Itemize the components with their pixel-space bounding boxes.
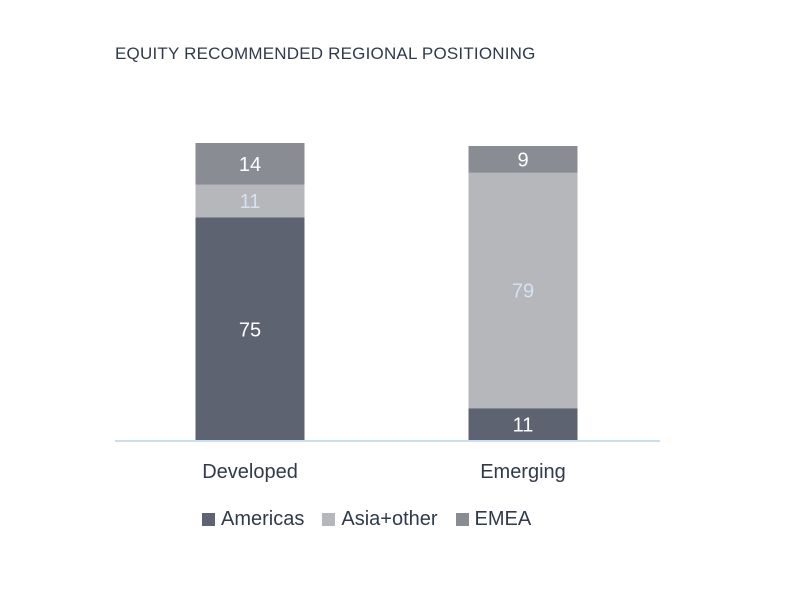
legend-item-emea: EMEA (455, 508, 532, 531)
x-tick-label-emerging: Emerging (480, 461, 566, 483)
data-label-emerging-emea: 9 (517, 149, 528, 171)
data-label-emerging-americas: 11 (513, 415, 534, 437)
data-label-developed-asia-other: 11 (240, 191, 261, 213)
data-label-emerging-asia-other: 79 (512, 281, 534, 303)
data-label-developed-americas: 75 (239, 319, 261, 341)
legend-swatch-asia-other (322, 513, 336, 526)
legend-label-americas: Americas (221, 508, 305, 530)
data-label-developed-emea: 14 (239, 154, 261, 176)
chart-title: EQUITY RECOMMENDED REGIONAL POSITIONING (115, 44, 536, 63)
legend-swatch-emea (455, 513, 469, 526)
legend-label-asia-other: Asia+other (341, 508, 438, 530)
legend-item-americas: Americas (202, 508, 304, 531)
bar-developed-asia-other (195, 184, 305, 218)
x-tick-label-developed: Developed (202, 461, 298, 483)
bar-developed-emea (195, 143, 305, 185)
bar-emerging-americas (468, 408, 578, 441)
legend: Americas Asia+other EMEA (202, 508, 549, 531)
legend-swatch-americas (202, 513, 215, 526)
bar-developed-americas (195, 217, 305, 441)
legend-item-asia-other: Asia+other (322, 508, 438, 531)
bar-emerging-emea (468, 145, 578, 173)
bar-emerging-asia-other (468, 172, 578, 409)
legend-label-emea: EMEA (474, 508, 532, 530)
